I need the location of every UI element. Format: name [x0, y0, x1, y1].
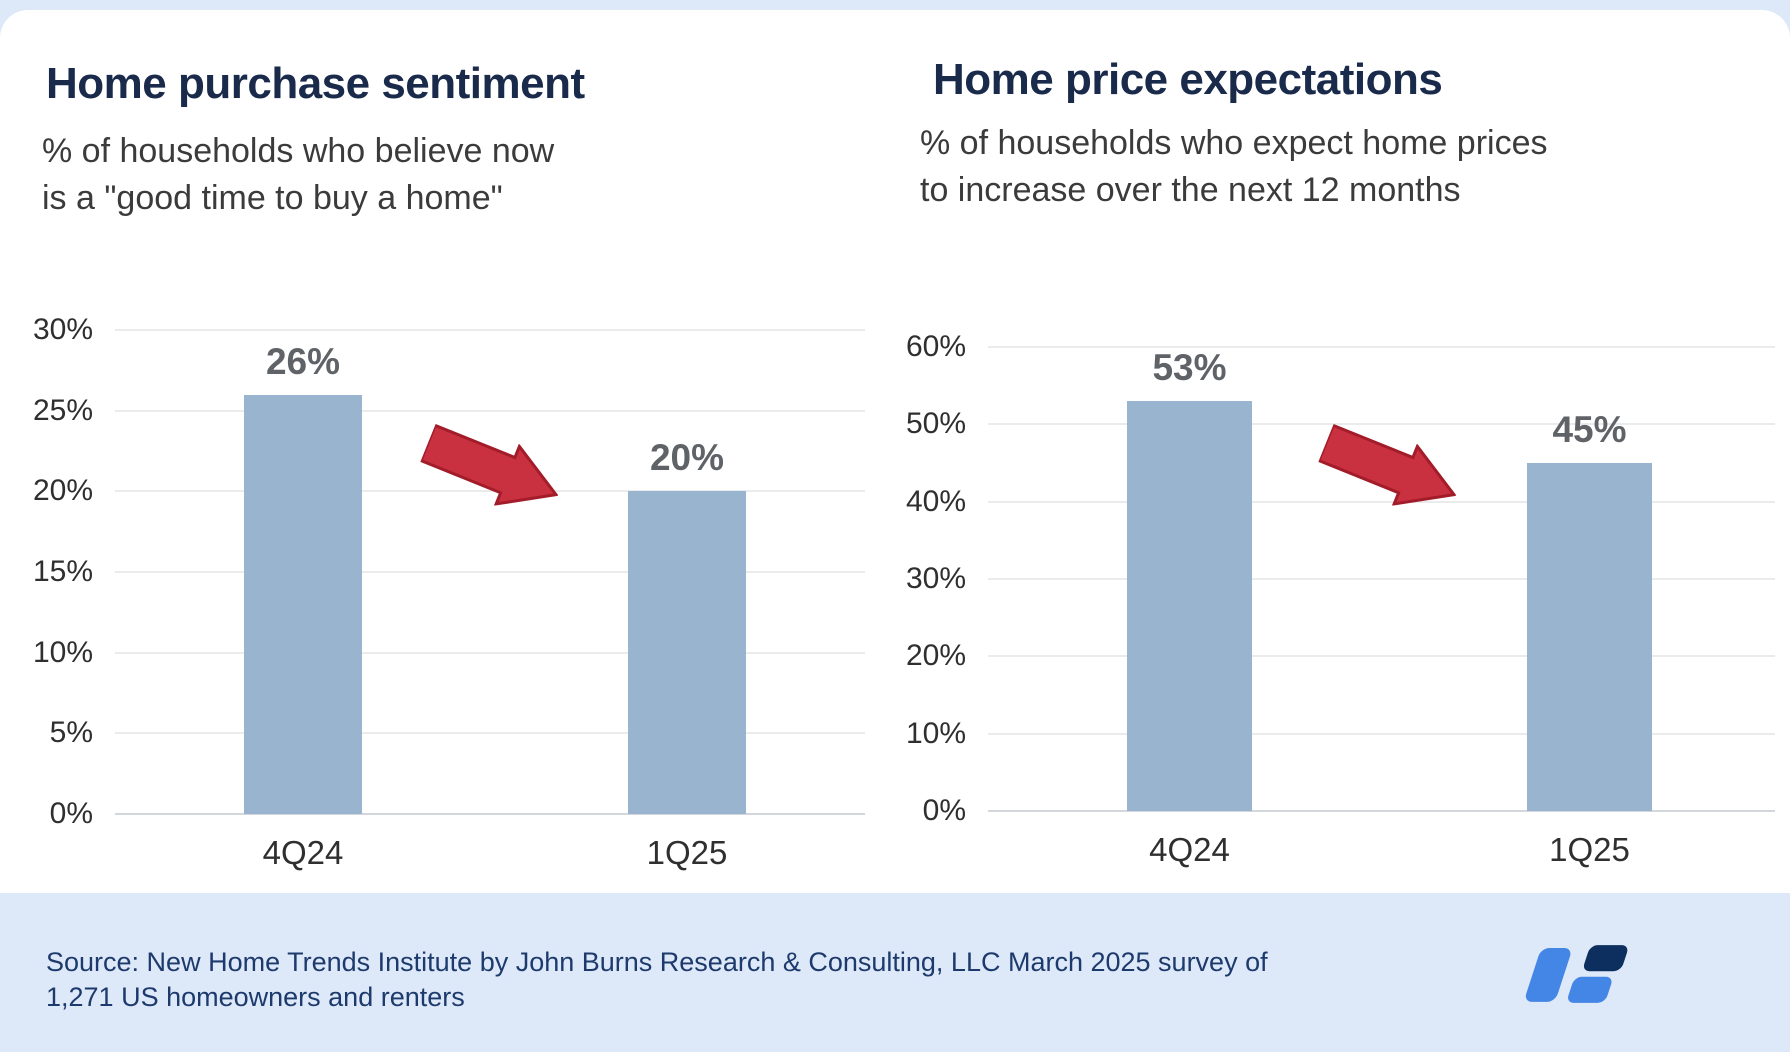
- bar-value-label: 20%: [649, 437, 725, 479]
- y-gridline: [988, 578, 1775, 580]
- chart-title-right: Home price expectations: [933, 55, 1443, 104]
- x-axis-line: [115, 813, 865, 815]
- bar-value-label: 53%: [1152, 347, 1227, 389]
- y-axis-tick: 0%: [49, 797, 93, 830]
- y-axis-tick: 40%: [905, 484, 966, 518]
- y-axis-tick: 20%: [32, 474, 93, 508]
- y-axis-tick: 25%: [32, 393, 93, 427]
- x-axis-label: 1Q25: [646, 834, 728, 871]
- x-axis-line: [988, 810, 1775, 812]
- decline-arrow-icon-left: [414, 412, 570, 530]
- y-gridline: [115, 732, 865, 735]
- y-axis-tick: 30%: [905, 562, 966, 595]
- y-gridline: [115, 571, 865, 573]
- y-axis-tick: 5%: [49, 716, 93, 750]
- bar-value-label: 26%: [265, 340, 341, 382]
- chart-subtitle-left: % of households who believe now is a "go…: [42, 132, 555, 217]
- chart-card: Home purchase sentiment % of households …: [0, 10, 1790, 893]
- source-text: Source: New Home Trends Institute by Joh…: [46, 947, 1268, 1012]
- bar-4q24-right: 53% 4Q24: [1127, 347, 1252, 868]
- bar-rect: [244, 394, 362, 814]
- x-axis-label: 1Q25: [1549, 831, 1630, 868]
- bar-rect: [1127, 401, 1252, 811]
- decline-arrow-icon-right: [1312, 412, 1468, 530]
- footer-band: Source: New Home Trends Institute by Joh…: [0, 893, 1790, 1052]
- plot-area-right: 53% 4Q24 45% 1Q25 60% 50% 40% 30% 20% 10% 0%: [906, 331, 1775, 868]
- y-gridline: [988, 655, 1775, 658]
- bar-4q24-left: 26% 4Q24: [244, 330, 362, 871]
- y-axis-tick: 20%: [905, 639, 966, 673]
- john-burns-logo-icon: [1524, 941, 1630, 1012]
- y-gridline: [988, 423, 1775, 426]
- bar-rect: [628, 491, 746, 814]
- bar-rect: [1527, 463, 1652, 811]
- y-axis-tick: 60%: [905, 330, 966, 363]
- chart-title-left: Home purchase sentiment: [46, 59, 585, 108]
- y-gridline: [115, 651, 865, 654]
- x-axis-label: 4Q24: [262, 834, 344, 871]
- bar-1q25-left: 20% 1Q25: [628, 330, 746, 871]
- y-gridline: [988, 346, 1775, 348]
- y-axis-tick: 0%: [922, 794, 966, 827]
- y-axis-tick: 50%: [905, 407, 966, 441]
- y-gridline: [115, 329, 865, 331]
- y-axis-tick: 10%: [32, 635, 93, 669]
- plot-area-left: 26% 4Q24 20% 1Q25 30% 25% 20% 15% 10% 5% 0%: [33, 314, 865, 871]
- y-axis-tick: 15%: [32, 555, 93, 588]
- x-axis-label: 4Q24: [1149, 831, 1230, 868]
- y-axis-tick: 30%: [32, 313, 93, 346]
- y-gridline: [988, 732, 1775, 735]
- chart-subtitle-right: % of households who expect home prices t…: [920, 124, 1548, 209]
- bar-value-label: 45%: [1552, 409, 1627, 450]
- y-gridline: [988, 500, 1775, 503]
- y-gridline: [115, 490, 865, 493]
- y-axis-tick: 10%: [905, 716, 966, 750]
- bar-1q25-right: 45% 1Q25: [1527, 347, 1652, 868]
- y-gridline: [115, 409, 865, 412]
